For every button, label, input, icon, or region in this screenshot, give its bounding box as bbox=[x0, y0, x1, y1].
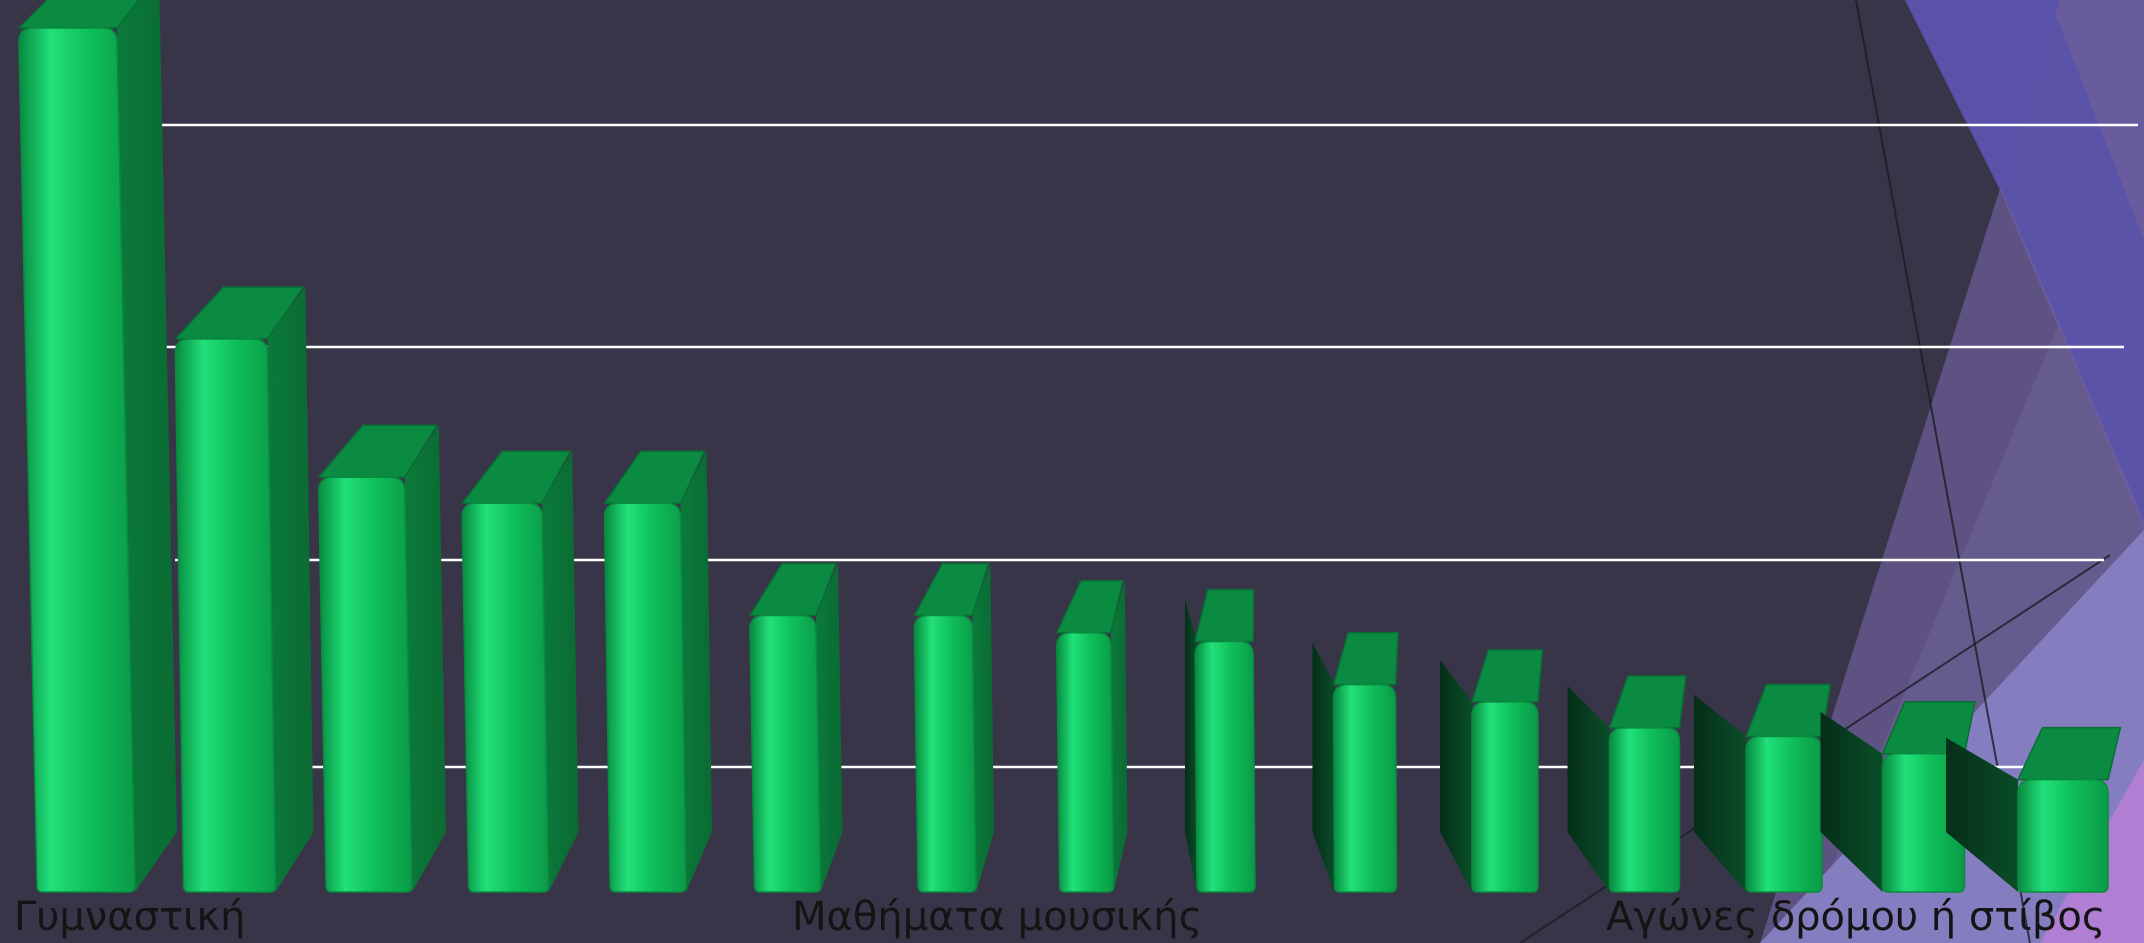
bar-side-7 bbox=[1110, 580, 1128, 892]
bar-4 bbox=[603, 450, 712, 893]
bar-5 bbox=[749, 562, 843, 893]
bar-side-13 bbox=[1820, 711, 1883, 892]
bg-shape-blue-upper bbox=[1920, 0, 2144, 520]
bar-front-5 bbox=[749, 614, 822, 893]
bar-side-6 bbox=[972, 563, 994, 892]
bar-front-8 bbox=[1194, 640, 1256, 893]
bar-front-0 bbox=[18, 27, 136, 893]
category-label-0: Γυμναστική bbox=[14, 894, 245, 940]
bar-10 bbox=[1440, 649, 1544, 893]
bar-6 bbox=[913, 562, 994, 893]
bar-side-12 bbox=[1694, 694, 1746, 892]
bar-front-12 bbox=[1745, 735, 1823, 893]
bar-front-14 bbox=[2017, 778, 2109, 893]
bar-side-0 bbox=[117, 0, 177, 892]
bar-front-2 bbox=[318, 476, 413, 893]
bar-front-11 bbox=[1608, 727, 1681, 893]
category-label-5: Μαθήματα μουσικής bbox=[792, 894, 1202, 940]
bar-side-4 bbox=[680, 451, 712, 892]
bar-top-8 bbox=[1194, 588, 1255, 643]
bar-12 bbox=[1694, 683, 1832, 893]
bar-top-12 bbox=[1745, 683, 1832, 738]
category-label-12: Αγώνες δρόμου ή στίβος bbox=[1606, 894, 2105, 940]
bar-0 bbox=[18, 0, 177, 893]
bar-front-6 bbox=[913, 614, 977, 893]
bar-side-1 bbox=[267, 287, 314, 892]
bar-side-9 bbox=[1312, 642, 1335, 892]
bar-14 bbox=[1946, 726, 2122, 893]
bar-8 bbox=[1185, 588, 1256, 893]
bar-11 bbox=[1567, 675, 1687, 893]
category-labels: Γυμναστική Μαθήματα μουσικής Αγώνες δρόμου… bbox=[14, 894, 2105, 940]
bar-side-3 bbox=[542, 451, 579, 892]
bar-9 bbox=[1312, 631, 1399, 893]
bar-2 bbox=[318, 424, 446, 893]
bar-7 bbox=[1056, 580, 1128, 893]
bar-front-3 bbox=[461, 502, 550, 893]
bar-top-10 bbox=[1471, 649, 1544, 703]
bar-1 bbox=[174, 286, 314, 893]
bar-side-8 bbox=[1185, 599, 1197, 892]
bar-side-11 bbox=[1567, 685, 1610, 892]
bar-3 bbox=[461, 450, 579, 893]
bar-side-5 bbox=[816, 563, 843, 892]
bar-front-10 bbox=[1471, 701, 1539, 893]
bar-side-10 bbox=[1440, 659, 1472, 892]
bar-top-9 bbox=[1332, 631, 1399, 686]
bar-front-9 bbox=[1332, 683, 1398, 893]
bar-top-11 bbox=[1608, 675, 1687, 729]
bar-side-14 bbox=[1946, 737, 2018, 892]
bar-front-1 bbox=[174, 338, 277, 893]
bars bbox=[18, 0, 2122, 893]
bar-side-2 bbox=[404, 425, 446, 892]
bar-front-4 bbox=[603, 502, 687, 893]
bar-top-7 bbox=[1056, 580, 1124, 634]
bar-front-7 bbox=[1056, 632, 1115, 893]
